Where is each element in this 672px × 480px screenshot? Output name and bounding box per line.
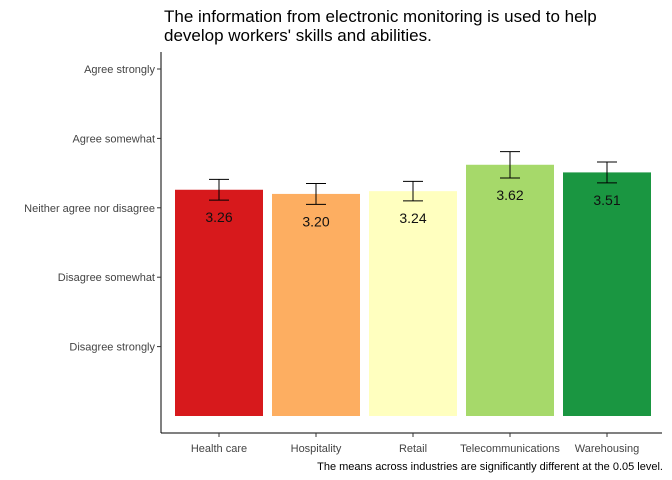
y-tick-label: Disagree somewhat — [58, 272, 155, 284]
bar-warehousing — [563, 172, 651, 416]
bar-health-care — [175, 189, 263, 416]
error-bar — [209, 178, 229, 201]
error-bar — [500, 151, 520, 179]
error-bar — [306, 183, 326, 205]
x-tick-label: Hospitality — [291, 443, 342, 455]
chart-caption: The means across industries are signific… — [317, 461, 663, 473]
error-bars — [209, 151, 617, 205]
error-bar — [403, 180, 423, 202]
y-tick-label: Agree strongly — [84, 64, 155, 76]
data-label: 3.62 — [496, 187, 523, 203]
bar-retail — [369, 191, 457, 416]
bar-telecommunications — [466, 164, 554, 416]
x-axis: Health care Hospitality Retail Telecommunic… — [161, 432, 662, 455]
bars — [175, 164, 651, 416]
chart-title-line: The information from electronic monitori… — [164, 7, 597, 26]
data-label: 3.51 — [593, 192, 620, 208]
bar-hospitality — [272, 193, 360, 416]
x-tick-label: Health care — [191, 443, 247, 455]
chart-title-line: develop workers' skills and abilities. — [164, 26, 432, 45]
y-tick-label: Neither agree nor disagree — [24, 203, 155, 215]
data-label: 3.20 — [302, 213, 329, 229]
y-axis: Disagree strongly Disagree somewhat Neithe… — [24, 52, 162, 433]
y-tick-label: Disagree strongly — [69, 342, 155, 354]
data-labels: 3.26 3.20 3.24 3.62 3.51 — [205, 187, 620, 229]
chart-title: The information from electronic monitori… — [164, 7, 597, 45]
x-tick-label: Telecommunications — [460, 443, 560, 455]
data-label: 3.24 — [399, 210, 426, 226]
data-label: 3.26 — [205, 209, 232, 225]
x-tick-label: Warehousing — [575, 443, 639, 455]
error-bar — [597, 161, 617, 184]
y-tick-label: Agree somewhat — [72, 133, 155, 145]
x-tick-label: Retail — [399, 443, 427, 455]
